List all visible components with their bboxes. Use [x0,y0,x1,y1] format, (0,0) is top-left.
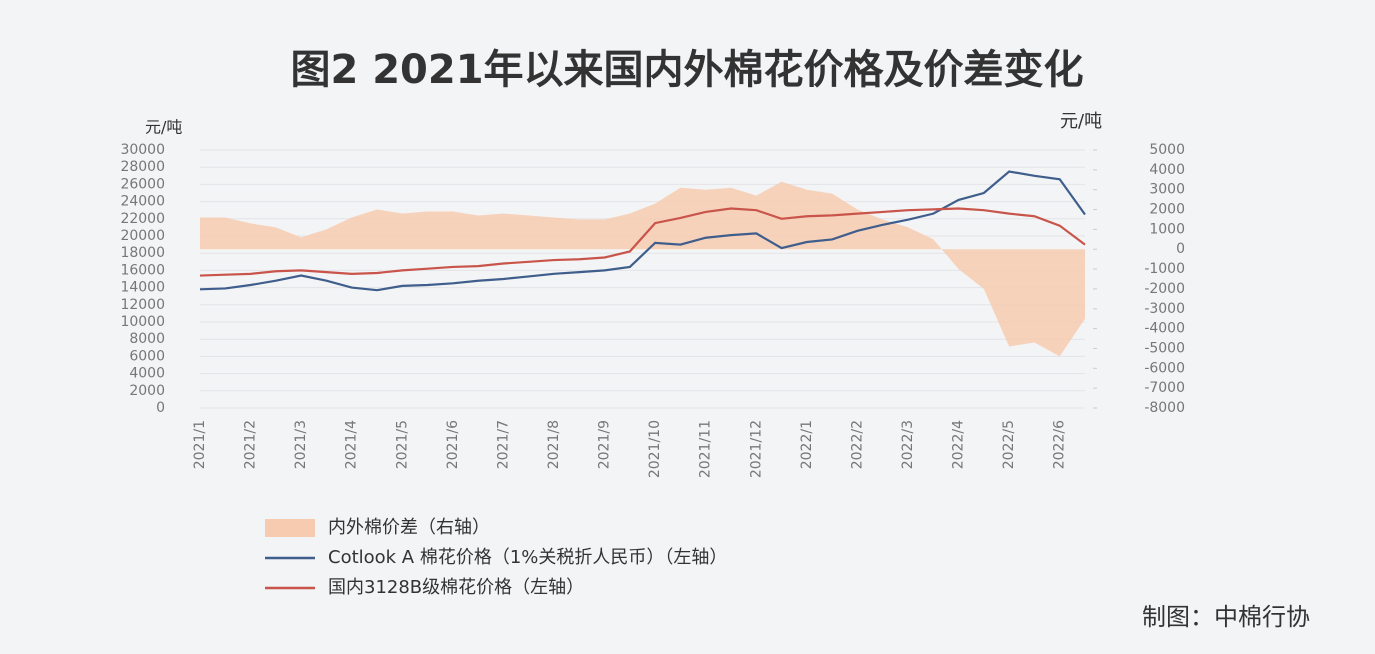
y-tick-label: 20000 [120,228,165,244]
y-tick-label: 26000 [120,176,165,192]
y2-axis-unit: 元/吨 [1060,111,1102,132]
y2-tick-label: -5000 [1144,340,1185,356]
y2-tick-label: 3000 [1149,182,1185,198]
price-line [199,207,1086,277]
x-tick-label: 2021/11 [698,420,714,478]
y-tick-label: 2000 [129,383,165,399]
y-tick-label: 6000 [129,348,165,364]
x-tick-label: 2021/6 [445,420,461,469]
x-tick-label: 2021/4 [344,420,360,469]
x-tick-label: 2022/5 [1001,420,1017,469]
price-line [199,170,1086,292]
y2-tick-label: 5000 [1149,142,1185,158]
y-tick-label: 18000 [120,245,165,261]
y2-tick-label: -1000 [1144,261,1185,277]
x-tick-label: 2022/2 [849,420,865,469]
x-tick-label: 2022/3 [900,420,916,469]
y-tick-label: 12000 [120,297,165,313]
legend-swatch [265,519,315,537]
chart-title: 图2 2021年以来国内外棉花价格及价差变化 [290,47,1083,93]
x-tick-label: 2021/1 [192,420,208,469]
y2-tick-label: -6000 [1144,360,1185,376]
y-axis-unit: 元/吨 [145,118,182,137]
y2-tick-label: -7000 [1144,380,1185,396]
y2-tick-label: 0 [1176,241,1185,257]
y-tick-label: 22000 [120,211,165,227]
legend-label: Cotlook A 棉花价格（1%关税折人民币）（左轴） [328,547,727,568]
y2-tick-label: -2000 [1144,281,1185,297]
x-tick-label: 2021/7 [495,420,511,469]
y-tick-label: 24000 [120,194,165,210]
spread-area [200,181,1085,357]
x-tick-label: 2022/1 [799,420,815,469]
y-tick-label: 14000 [120,280,165,296]
y2-tick-label: 1000 [1149,221,1185,237]
x-tick-label: 2021/12 [748,420,764,478]
legend-label: 内外棉价差（右轴） [328,517,490,538]
y-tick-label: 4000 [129,366,165,382]
x-tick-label: 2021/8 [546,420,562,469]
x-tick-label: 2022/4 [951,420,967,469]
y2-tick-label: -3000 [1144,301,1185,317]
x-tick-label: 2021/3 [293,420,309,469]
source-note: 制图：中棉行协 [1142,603,1310,631]
y-tick-label: 0 [156,400,165,416]
x-tick-label: 2022/6 [1052,420,1068,469]
x-tick-label: 2021/5 [394,420,410,469]
y-tick-label: 28000 [120,159,165,175]
y-tick-label: 30000 [120,142,165,158]
y-tick-label: 10000 [120,314,165,330]
legend-label: 国内3128B级棉花价格（左轴） [328,577,584,598]
y-tick-label: 8000 [129,331,165,347]
x-tick-label: 2021/9 [597,420,613,469]
y2-tick-label: 2000 [1149,202,1185,218]
y2-tick-label: -4000 [1144,321,1185,337]
y2-tick-label: 4000 [1149,162,1185,178]
y2-tick-label: -8000 [1144,400,1185,416]
x-tick-label: 2021/10 [647,420,663,478]
x-tick-label: 2021/2 [243,420,259,469]
y-tick-label: 16000 [120,262,165,278]
